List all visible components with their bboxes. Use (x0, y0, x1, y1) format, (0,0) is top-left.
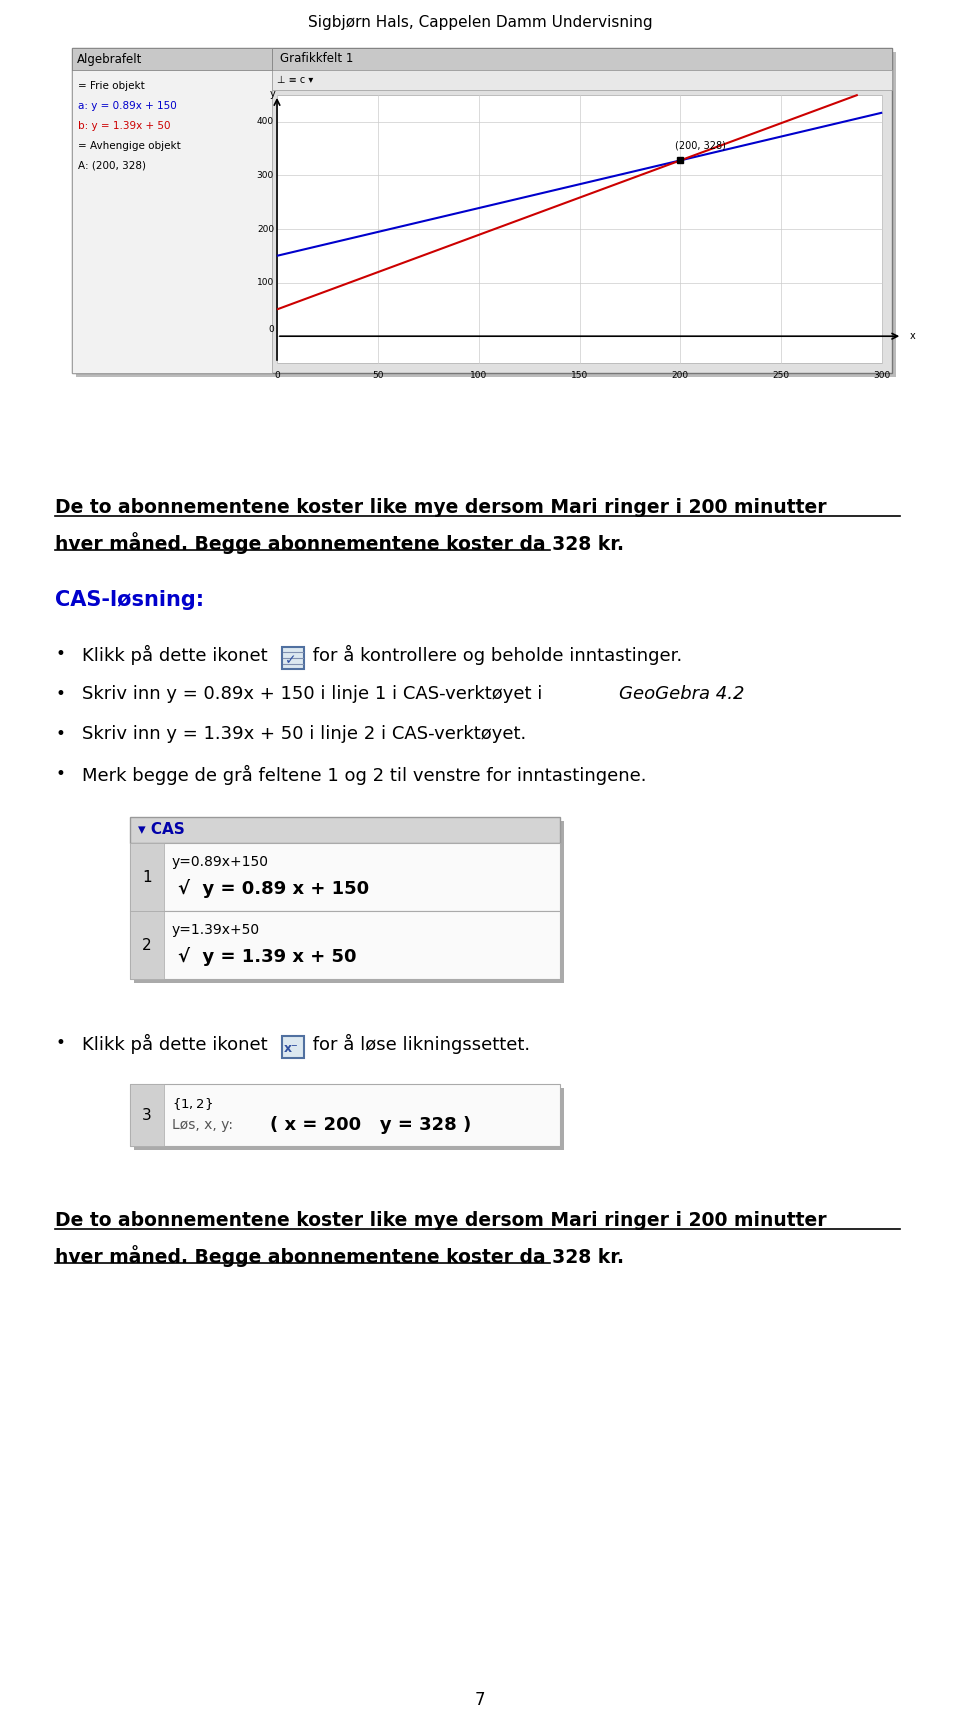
Text: for å kontrollere og beholde inntastinger.: for å kontrollere og beholde inntastinge… (307, 646, 683, 665)
Text: 200: 200 (257, 224, 274, 234)
Text: ⊥ ≡ c ▾: ⊥ ≡ c ▾ (277, 76, 313, 84)
Text: b: y = 1.39x + 50: b: y = 1.39x + 50 (78, 121, 171, 131)
Text: for å løse likningssettet.: for å løse likningssettet. (307, 1033, 530, 1054)
Text: De to abonnementene koster like mye dersom Mari ringer i 200 minutter: De to abonnementene koster like mye ders… (55, 498, 827, 517)
Text: y=0.89x+150: y=0.89x+150 (172, 856, 269, 870)
Text: Grafikkfelt 1: Grafikkfelt 1 (280, 52, 353, 65)
Text: Løs, x, y:: Løs, x, y: (172, 1118, 233, 1131)
Text: •: • (55, 725, 65, 742)
Text: •: • (55, 1033, 65, 1052)
Text: CAS-løsning:: CAS-løsning: (55, 591, 204, 610)
Bar (134, 821, 564, 983)
Text: hver måned. Begge abonnementene koster da 328 kr.: hver måned. Begge abonnementene koster d… (55, 1245, 624, 1267)
Text: x: x (910, 331, 916, 341)
Text: 400: 400 (257, 117, 274, 126)
Bar (72, 48, 892, 71)
Text: .: . (732, 685, 737, 703)
Text: 0: 0 (268, 325, 274, 334)
Bar (130, 1085, 560, 1147)
Text: √  y = 1.39 x + 50: √ y = 1.39 x + 50 (178, 947, 356, 966)
Text: 200: 200 (672, 370, 689, 381)
Text: ▾ CAS: ▾ CAS (138, 823, 184, 837)
Bar (277, 95, 882, 363)
Text: GeoGebra 4.2: GeoGebra 4.2 (619, 685, 745, 703)
Text: Merk begge de grå feltene 1 og 2 til venstre for inntastingene.: Merk begge de grå feltene 1 og 2 til ven… (82, 765, 646, 785)
Text: = Avhengige objekt: = Avhengige objekt (78, 141, 180, 152)
Text: 0: 0 (275, 370, 280, 381)
Bar (130, 911, 560, 980)
Text: 50: 50 (372, 370, 384, 381)
Text: y: y (269, 90, 275, 98)
Text: Klikk på dette ikonet: Klikk på dette ikonet (82, 646, 274, 665)
Text: 100: 100 (256, 277, 274, 288)
Text: 3: 3 (142, 1107, 152, 1123)
Text: y=1.39x+50: y=1.39x+50 (172, 923, 260, 937)
Text: hver måned. Begge abonnementene koster da 328 kr.: hver måned. Begge abonnementene koster d… (55, 532, 624, 554)
Text: •: • (55, 685, 65, 703)
Text: •: • (55, 646, 65, 663)
Text: •: • (55, 765, 65, 784)
Bar (130, 844, 560, 911)
Text: 150: 150 (571, 370, 588, 381)
Text: √  y = 0.89 x + 150: √ y = 0.89 x + 150 (178, 878, 370, 897)
Text: ( x = 200   y = 328 ): ( x = 200 y = 328 ) (270, 1116, 471, 1135)
Text: 1: 1 (142, 870, 152, 885)
Text: = Frie objekt: = Frie objekt (78, 81, 145, 91)
Text: a: y = 0.89x + 150: a: y = 0.89x + 150 (78, 102, 177, 110)
Bar (134, 1088, 564, 1150)
Bar (282, 647, 304, 670)
Bar (130, 816, 560, 844)
Text: 300: 300 (256, 170, 274, 179)
Text: Sigbjørn Hals, Cappelen Damm Undervisning: Sigbjørn Hals, Cappelen Damm Undervisnin… (308, 14, 652, 29)
Bar (282, 1037, 304, 1057)
Bar (130, 1085, 164, 1147)
Text: x⁻: x⁻ (284, 1042, 299, 1056)
Bar (72, 48, 892, 374)
Bar (72, 48, 272, 71)
Text: 2: 2 (142, 937, 152, 952)
Text: Klikk på dette ikonet: Klikk på dette ikonet (82, 1033, 274, 1054)
Bar (130, 911, 164, 980)
Text: (200, 328): (200, 328) (675, 141, 726, 150)
Text: Algebrafelt: Algebrafelt (77, 52, 142, 65)
Text: 7: 7 (475, 1691, 485, 1708)
Text: 250: 250 (773, 370, 790, 381)
Text: 100: 100 (470, 370, 488, 381)
Text: A: (200, 328): A: (200, 328) (78, 160, 146, 170)
Text: 300: 300 (874, 370, 891, 381)
Text: Skriv inn y = 0.89x + 150 i linje 1 i CAS-verktøyet i: Skriv inn y = 0.89x + 150 i linje 1 i CA… (82, 685, 548, 703)
Text: ✓: ✓ (285, 653, 297, 666)
Text: {$1, $2}: {$1, $2} (172, 1095, 213, 1112)
Bar (76, 52, 896, 377)
Bar (130, 844, 164, 911)
Bar (272, 71, 892, 90)
Text: Skriv inn y = 1.39x + 50 i linje 2 i CAS-verktøyet.: Skriv inn y = 1.39x + 50 i linje 2 i CAS… (82, 725, 526, 742)
Text: De to abonnementene koster like mye dersom Mari ringer i 200 minutter: De to abonnementene koster like mye ders… (55, 1211, 827, 1230)
Bar (72, 48, 272, 374)
